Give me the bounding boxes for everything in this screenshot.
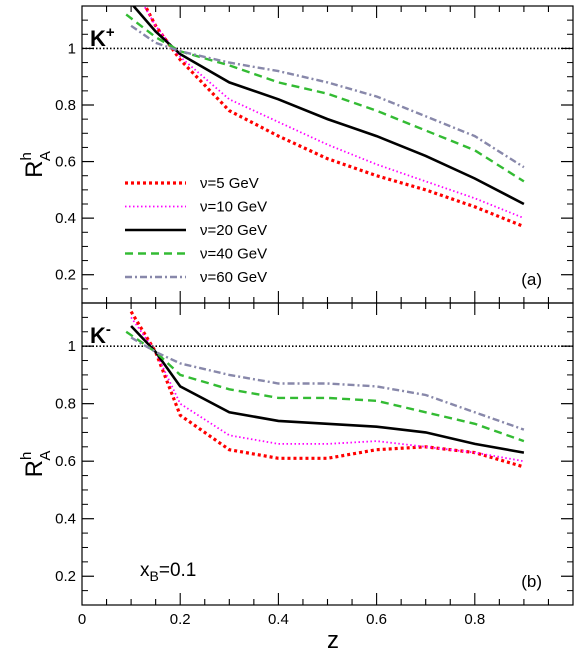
svg-text:RhA: Rh A xyxy=(18,151,54,178)
y-tick-label: 0.2 xyxy=(55,568,76,585)
annotation-xb: xB=0.1 xyxy=(140,560,196,584)
y-axis-title-sup: h xyxy=(18,152,35,160)
series-line xyxy=(131,6,525,206)
series-line xyxy=(130,325,525,454)
x-axis-title: z xyxy=(327,627,339,650)
panel-label: (b) xyxy=(521,572,542,591)
panel-b: 0.2 0.4 0.6 0.8 1 Rh A K- (b) xB=0.1 xyxy=(18,302,574,606)
series-line xyxy=(143,6,525,229)
series-line xyxy=(130,316,525,463)
y-axis-title-base: R xyxy=(21,161,48,178)
legend-label: ν=5 GeV xyxy=(200,175,259,192)
legend-label: ν=40 GeV xyxy=(200,246,267,263)
x-tick-label: 0.2 xyxy=(170,611,191,628)
y-axis-title-base: R xyxy=(21,460,48,477)
y-tick-label: 0.6 xyxy=(55,154,76,171)
series-line xyxy=(125,330,525,443)
y-tick-label: 0.8 xyxy=(55,396,76,413)
y-tick-label: 0.2 xyxy=(55,267,76,284)
y-axis-title-sub: A xyxy=(37,151,54,161)
series-line xyxy=(125,13,525,183)
y-tick-label: 0.6 xyxy=(55,453,76,470)
y-tick-label: 1 xyxy=(68,338,76,355)
legend: ν=5 GeV ν=10 GeV ν=20 GeV ν=40 GeV ν=60 GeV xyxy=(125,175,267,286)
y-axis-title: Rh A xyxy=(18,151,54,178)
y-axis-title: Rh A xyxy=(18,451,54,478)
svg-text:RhA: Rh A xyxy=(18,451,54,478)
series-group xyxy=(125,310,525,469)
legend-label: ν=10 GeV xyxy=(200,199,267,216)
x-tick-label: 0.4 xyxy=(268,611,289,628)
y-tick-label: 0.4 xyxy=(55,210,76,227)
legend-label: ν=20 GeV xyxy=(200,222,267,239)
plot-frame xyxy=(81,5,574,304)
particle-label: K- xyxy=(90,321,111,348)
series-group xyxy=(125,6,525,229)
series-line xyxy=(143,6,525,219)
y-tick-label: 0.8 xyxy=(55,97,76,114)
plot-frame xyxy=(81,302,574,606)
x-tick-label: 0.6 xyxy=(366,611,387,628)
y-tick-label: 1 xyxy=(68,40,76,57)
y-tick-label: 0.4 xyxy=(55,511,76,528)
y-axis-title-sub: A xyxy=(37,451,54,461)
x-tick-label: 0 xyxy=(78,611,86,628)
panel-a: 0.2 0.4 0.6 0.8 1 Rh A K+ (a) xyxy=(18,5,574,304)
y-axis-title-sup: h xyxy=(18,452,35,460)
panel-label: (a) xyxy=(521,270,542,289)
legend-label: ν=60 GeV xyxy=(200,269,267,286)
series-line xyxy=(130,24,525,169)
x-tick-label: 0.8 xyxy=(464,611,485,628)
particle-label: K+ xyxy=(90,24,115,51)
series-line xyxy=(130,336,525,431)
